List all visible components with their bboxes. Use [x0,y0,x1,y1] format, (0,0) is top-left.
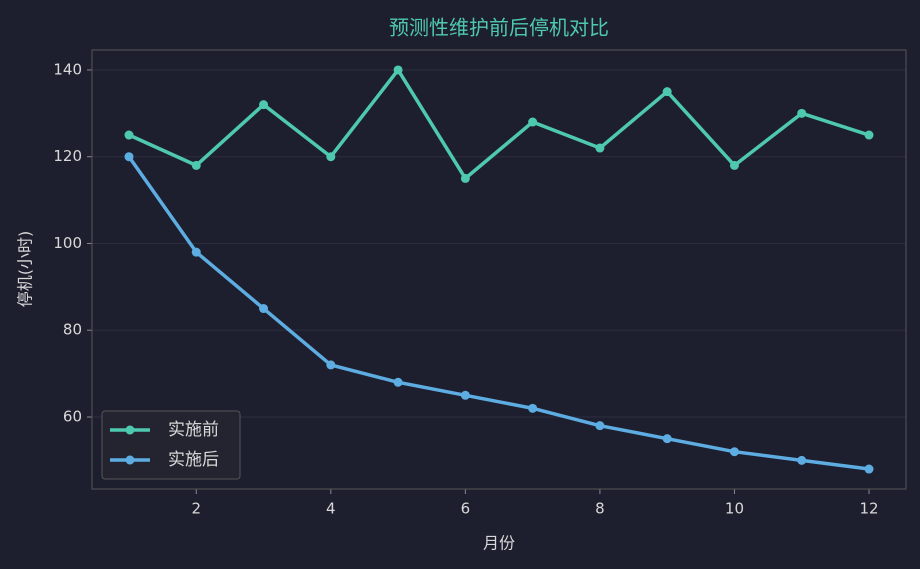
y-tick-label: 140 [53,60,82,78]
point [124,130,134,140]
x-tick-label: 2 [191,500,201,518]
legend-box [101,410,241,480]
point [259,304,269,314]
legend-label: 实施后 [168,450,219,470]
point [729,447,739,457]
plot-frame [91,49,907,490]
point [528,117,538,127]
chart-title: 预测性维护前后停机对比 [389,16,609,40]
y-tick-label: 100 [53,234,82,252]
point [326,360,336,370]
legend-label: 实施前 [168,420,219,440]
legend-marker [125,455,135,465]
x-tick-label: 4 [326,500,336,518]
point [662,434,672,444]
y-tick-label: 120 [53,147,82,165]
line-series [127,155,870,471]
x-tick-label: 6 [461,500,471,518]
point [797,455,807,465]
point [191,247,201,257]
point [191,160,201,170]
point [662,87,672,97]
y-axis-label: 停机(小时) [16,231,35,308]
point [124,152,134,162]
point [528,403,538,413]
y-tick-label: 80 [63,321,82,339]
point [460,173,470,183]
point [326,152,336,162]
point [393,377,403,387]
point [460,390,470,400]
point [595,143,605,153]
legend-marker [125,425,135,435]
point [595,421,605,431]
x-axis-label: 月份 [483,534,515,553]
point [393,65,403,75]
point [864,130,874,140]
point [797,108,807,118]
x-tick-label: 12 [859,500,878,518]
line-series [128,68,870,181]
point [259,100,269,110]
point [864,464,874,474]
x-tick-label: 8 [595,500,605,518]
y-tick-label: 60 [63,407,82,425]
x-tick-label: 10 [725,500,744,518]
point [729,160,739,170]
